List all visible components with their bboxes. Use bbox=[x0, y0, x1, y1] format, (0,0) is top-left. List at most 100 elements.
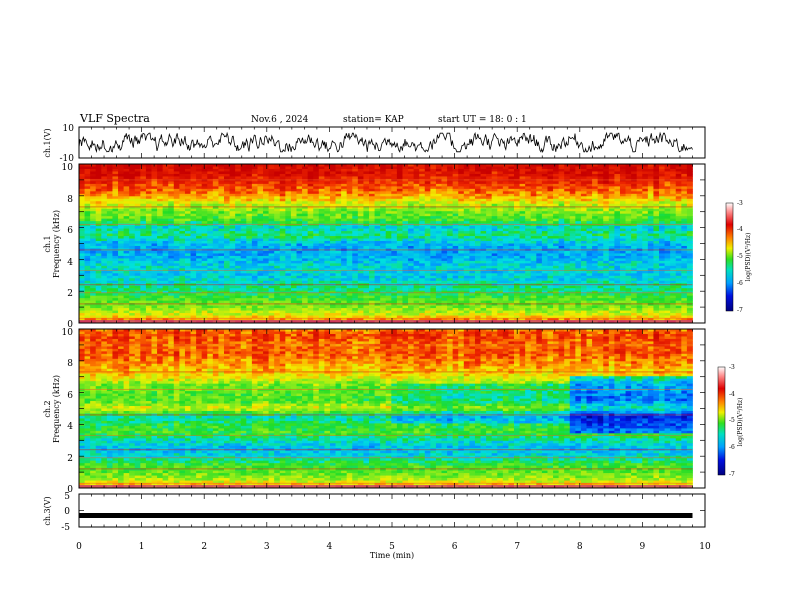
ch1-cell bbox=[129, 315, 136, 319]
ch1-cell bbox=[123, 193, 130, 197]
ch1-cell bbox=[424, 188, 431, 192]
ch1-cell bbox=[190, 303, 197, 307]
ch1-cell bbox=[251, 176, 258, 180]
ch1-cell bbox=[134, 298, 141, 302]
ch1-cell bbox=[486, 218, 493, 222]
ch1-cell bbox=[190, 295, 197, 299]
ch1-cell bbox=[140, 181, 147, 185]
ch1-cell bbox=[307, 203, 314, 207]
ch1-cell bbox=[290, 193, 297, 197]
ch1-cell bbox=[307, 171, 314, 175]
ch1-cell bbox=[201, 183, 208, 187]
ch1-cell bbox=[140, 238, 147, 242]
ch1-cell bbox=[419, 213, 426, 217]
ch1-cell bbox=[369, 193, 375, 197]
ch1-cell bbox=[458, 265, 465, 269]
ch1-cell bbox=[162, 218, 169, 222]
ch1-cell bbox=[346, 245, 353, 249]
ch1-cell bbox=[447, 173, 454, 177]
ch1-cell bbox=[257, 191, 264, 195]
ch1-cell bbox=[218, 300, 225, 304]
ch1-cell bbox=[212, 188, 219, 192]
ch1-cell bbox=[329, 211, 336, 215]
ch1-cell bbox=[246, 198, 253, 202]
ch1-cell bbox=[90, 188, 97, 192]
ch1-cell bbox=[335, 193, 342, 197]
ch1-cell bbox=[173, 198, 180, 202]
ch1-cell bbox=[162, 255, 169, 259]
ch1-cell bbox=[290, 186, 297, 190]
ch1-cell bbox=[290, 183, 297, 187]
ch1-cell bbox=[129, 273, 136, 277]
ch1-cell bbox=[480, 263, 487, 267]
ch1-cell bbox=[240, 211, 247, 215]
ch1-cell bbox=[129, 188, 136, 192]
ch1-cell bbox=[145, 275, 152, 279]
ch1-cell bbox=[346, 236, 353, 239]
ch1-cell bbox=[201, 318, 208, 321]
ch1-cell bbox=[79, 168, 85, 172]
ch1-cell bbox=[240, 178, 247, 182]
ch1-cell bbox=[274, 265, 281, 269]
ch1-cell bbox=[218, 196, 225, 200]
ch1-cell bbox=[329, 273, 336, 277]
ch1-cell bbox=[391, 263, 398, 267]
ch1-cell bbox=[190, 208, 197, 212]
ch1-cell bbox=[458, 216, 465, 220]
ch1-cell bbox=[196, 260, 203, 264]
ch1-cell bbox=[307, 290, 314, 294]
ch1-cell bbox=[463, 173, 470, 177]
ch1-cell bbox=[84, 315, 91, 319]
ch1-cell bbox=[441, 315, 448, 319]
ch1-cell bbox=[363, 258, 370, 262]
ch1-cell bbox=[240, 203, 247, 207]
ch1-cell bbox=[307, 241, 314, 244]
ch1-cell bbox=[430, 255, 437, 259]
ch1-cell bbox=[441, 243, 448, 247]
ch1-cell bbox=[207, 318, 214, 321]
ch1-cell bbox=[329, 166, 336, 170]
ch1-cell bbox=[151, 280, 158, 284]
ch1-cell bbox=[207, 223, 214, 227]
ch1-cell bbox=[212, 245, 219, 249]
ch1-cell bbox=[357, 191, 364, 195]
ch1-cell bbox=[246, 243, 253, 247]
ch1-cell bbox=[162, 313, 169, 316]
ch1-cell bbox=[207, 176, 214, 180]
ch1-cell bbox=[441, 193, 448, 197]
ch1-cell bbox=[419, 260, 426, 264]
ch1-cell bbox=[486, 173, 493, 177]
ch1-cell bbox=[369, 168, 375, 172]
ch1-cell bbox=[302, 206, 309, 210]
ch1-cell bbox=[302, 203, 309, 207]
ch1-cell bbox=[212, 290, 219, 294]
ch1-cell bbox=[274, 238, 281, 242]
ch1-cell bbox=[207, 173, 214, 177]
ch1-cell bbox=[408, 238, 415, 242]
ch1-cell bbox=[218, 250, 225, 254]
ch1-cell bbox=[302, 260, 309, 264]
ch1-cell bbox=[179, 268, 186, 272]
ch1-cell bbox=[419, 313, 426, 316]
ch1-cell bbox=[179, 245, 186, 249]
ch1-cell bbox=[173, 280, 180, 284]
ch1-cell bbox=[447, 278, 454, 282]
ch1-cell bbox=[447, 233, 454, 237]
ch1-cell bbox=[112, 188, 119, 192]
ch1-cell bbox=[106, 263, 113, 267]
ch1-cell bbox=[346, 250, 353, 254]
ch1-cell bbox=[307, 308, 314, 311]
ch1-cell bbox=[357, 303, 364, 307]
ch1-cell bbox=[369, 218, 375, 222]
ch1-cell bbox=[335, 238, 342, 242]
ch1-cell bbox=[90, 216, 97, 220]
ch1-cell bbox=[268, 241, 275, 244]
ch1-cell bbox=[263, 178, 270, 182]
ch1-cell bbox=[341, 201, 348, 205]
ch1-cell bbox=[296, 243, 303, 247]
ch1-cell bbox=[84, 218, 91, 222]
ch1-cell bbox=[240, 310, 247, 314]
ch1-cell bbox=[430, 233, 437, 237]
ch1-cell bbox=[474, 188, 481, 192]
